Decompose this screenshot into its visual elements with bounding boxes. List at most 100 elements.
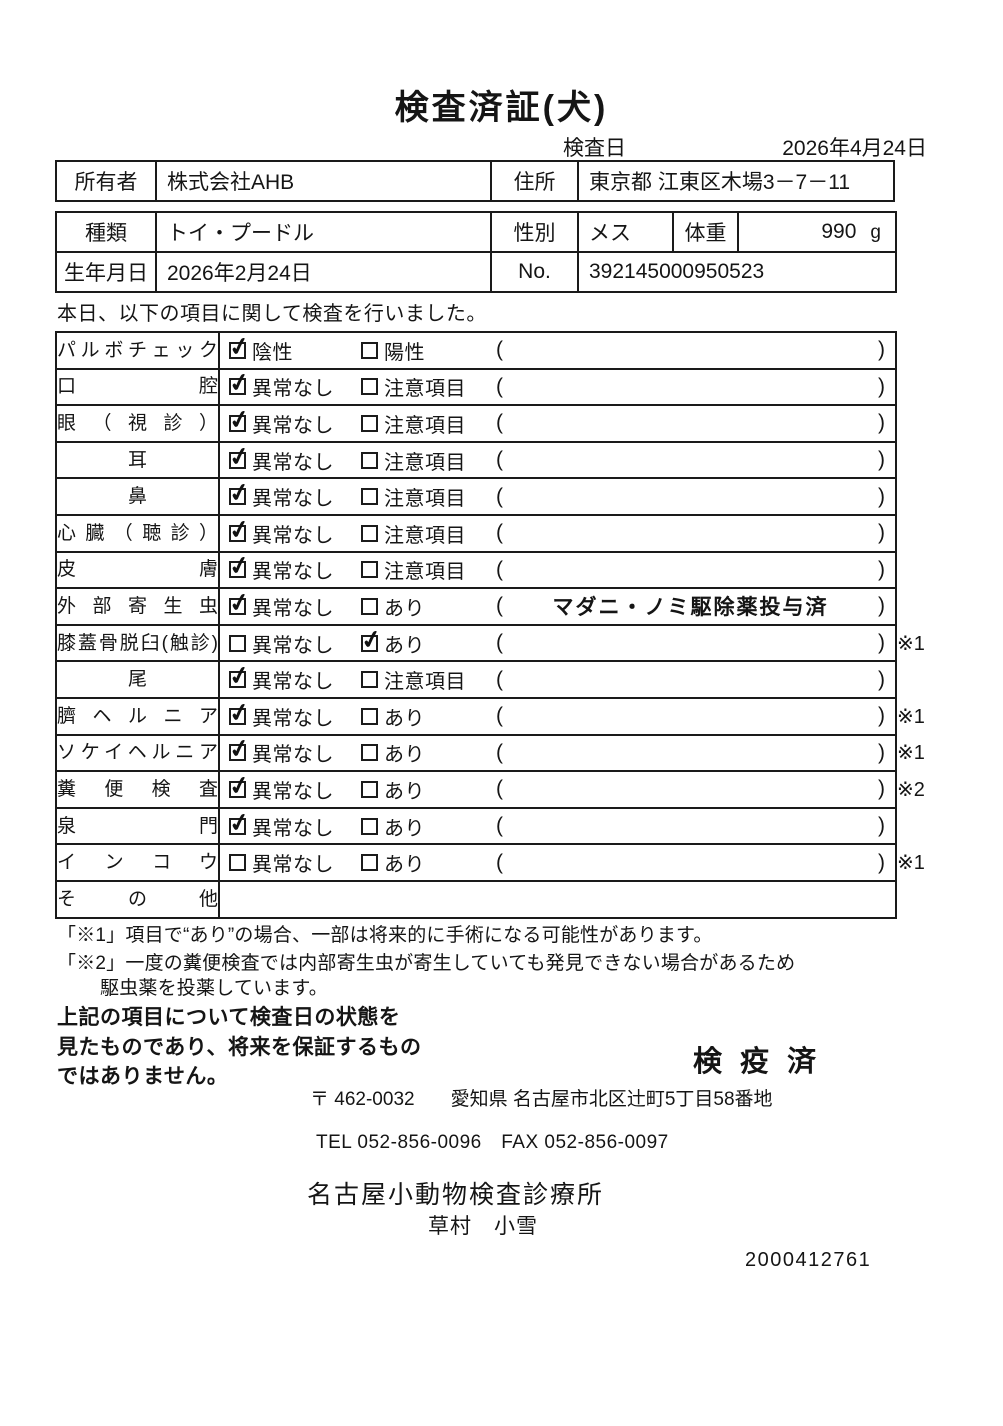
exam-item-label-cell: 尾: [55, 660, 220, 699]
exam-result-cell: 異常なし 注意項目 (): [218, 660, 897, 699]
exam-option-label: 注意項目: [384, 414, 466, 437]
exam-row: 泉門 異常なし あり (): [55, 806, 956, 846]
exam-option-label: あり: [384, 597, 425, 620]
exam-result-cell: 異常なし 注意項目 (): [218, 550, 897, 590]
exam-row: 膝蓋骨脱臼(触診) 異常なし あり () ※1: [55, 623, 956, 663]
exam-ref-mark: ※1: [897, 632, 925, 655]
exam-option-label: 陰性: [252, 341, 293, 364]
exam-item-label-cell: 外部寄生虫: [55, 587, 220, 626]
exam-item-label-cell: インコウ: [55, 843, 220, 882]
pet-row-2: 生年月日 2026年2月24日 No. 392145000950523: [55, 251, 897, 293]
exam-item-label-cell: 糞便検査: [55, 770, 220, 809]
exam-item-label-cell: 膝蓋骨脱臼(触診): [55, 623, 220, 663]
exam-ref-mark: [896, 515, 956, 552]
exam-item-label: 泉門: [57, 815, 218, 837]
exam-ref-mark: [896, 661, 956, 698]
checked-checkbox-icon: [229, 744, 246, 762]
exam-row: 耳 異常なし 注意項目 (): [55, 440, 956, 480]
exam-option-group: あり: [361, 738, 496, 767]
exam-option-group: 異常なし: [229, 592, 361, 621]
exam-option-label: 異常なし: [252, 817, 334, 840]
exam-ref-mark: [896, 369, 956, 406]
exam-item-label-cell: 泉門: [55, 806, 220, 846]
checked-checkbox-icon: [229, 451, 246, 469]
checked-checkbox-icon: [361, 634, 378, 652]
exam-option-label: 異常なし: [252, 780, 334, 803]
exam-option-group: 異常なし: [229, 519, 361, 548]
exam-option-label: あり: [384, 780, 425, 803]
exam-option-group: あり: [361, 592, 496, 621]
sex-value: メス: [577, 211, 674, 253]
paren-open: (: [496, 740, 503, 764]
exam-ref-mark: [896, 405, 956, 442]
paren-open: (: [496, 704, 503, 728]
empty-checkbox-icon: [361, 817, 378, 835]
exam-result-cell: 異常なし あり (): [218, 623, 897, 663]
exam-option-label: 異常なし: [252, 707, 334, 730]
exam-row: 眼（視診） 異常なし 注意項目 (): [55, 404, 956, 443]
exam-item-label-cell: 鼻: [55, 477, 220, 516]
no-value: 392145000950523: [577, 251, 897, 293]
exam-option-label: あり: [384, 817, 425, 840]
exam-result-cell: 異常なし あり (): [218, 843, 897, 882]
exam-result-cell: [218, 879, 897, 919]
checked-checkbox-icon: [229, 414, 246, 432]
exam-row: その他: [55, 879, 956, 919]
exam-option-label: 異常なし: [252, 524, 334, 547]
exam-option-group: 注意項目: [361, 519, 496, 548]
footnote-2: 「※2」一度の糞便検査では内部寄生虫が寄生していても発見できない場合があるため: [57, 953, 796, 974]
exam-option-label: 異常なし: [252, 854, 334, 877]
exam-option-group: 異常なし: [229, 665, 361, 694]
veterinarian-name: 草村 小雪: [428, 1215, 538, 1238]
exam-option-label: 注意項目: [384, 451, 466, 474]
paren-open: (: [496, 667, 503, 691]
empty-checkbox-icon: [229, 854, 246, 872]
paren-close: ): [878, 704, 885, 728]
checked-checkbox-icon: [229, 488, 246, 506]
paren-close: ): [878, 594, 885, 618]
exam-row: 心臓（聴診） 異常なし 注意項目 (): [55, 513, 956, 553]
exam-item-label: その他: [57, 888, 218, 910]
page-title: 検査済証(犬): [394, 89, 609, 127]
exam-option-label: 異常なし: [252, 451, 334, 474]
breed-label: 種類: [55, 211, 157, 253]
exam-option-label: 異常なし: [252, 671, 334, 694]
exam-option-group: あり: [361, 812, 496, 841]
owner-table: 所有者 株式会社AHB 住所 東京都 江東区木場3－7－11: [55, 160, 895, 202]
exam-option-label: 注意項目: [384, 561, 466, 584]
exam-ref-mark: ※1: [897, 852, 925, 875]
exam-item-label: 皮膚: [57, 559, 218, 581]
exam-option-group: 異常なし: [229, 848, 361, 877]
exam-row: 皮膚 異常なし 注意項目 (): [55, 550, 956, 590]
exam-option-label: 注意項目: [384, 378, 466, 401]
clinic-name: 名古屋小動物検査診療所: [307, 1181, 605, 1209]
checked-checkbox-icon: [229, 597, 246, 615]
exam-item-label-cell: 心臓（聴診）: [55, 513, 220, 553]
exam-option-group: あり: [361, 629, 496, 658]
paren-open: (: [496, 521, 503, 545]
exam-option-label: あり: [384, 854, 425, 877]
exam-result-cell: 異常なし あり (): [218, 806, 897, 846]
exam-result-cell: 異常なし 注意項目 (): [218, 477, 897, 516]
breed-value: トイ・プードル: [155, 211, 492, 253]
paren-close: ): [878, 777, 885, 801]
exam-row: ソケイヘルニア 異常なし あり () ※1: [55, 733, 956, 773]
inspection-date-label: 検査日: [563, 137, 626, 160]
exam-result-cell: 異常なし あり (): [218, 733, 897, 773]
exam-option-group: あり: [361, 702, 496, 731]
exam-item-label: 眼（視診）: [57, 412, 218, 434]
disclaimer-line-1: 上記の項目について検査日の状態を: [57, 1006, 401, 1029]
exam-item-label: 口腔: [57, 376, 218, 398]
exam-option-label: 異常なし: [252, 378, 334, 401]
exam-option-group: 異常なし: [229, 372, 361, 401]
paren-close: ): [878, 448, 885, 472]
disclaimer-statement: 上記の項目について検査日の状態を 見たものであり、将来を保証するもの ではありま…: [57, 1003, 421, 1092]
exam-option-label: 陽性: [384, 341, 425, 364]
exam-item-label: 心臓（聴診）: [57, 522, 218, 544]
paren-open: (: [496, 448, 503, 472]
exam-row: 外部寄生虫 異常なし あり (マダニ・ノミ駆除薬投与済): [55, 587, 956, 626]
footnote-2-continued: 駆虫薬を投薬しています。: [100, 978, 328, 999]
exam-ref-mark: [896, 442, 956, 479]
exam-item-label-cell: 耳: [55, 440, 220, 480]
